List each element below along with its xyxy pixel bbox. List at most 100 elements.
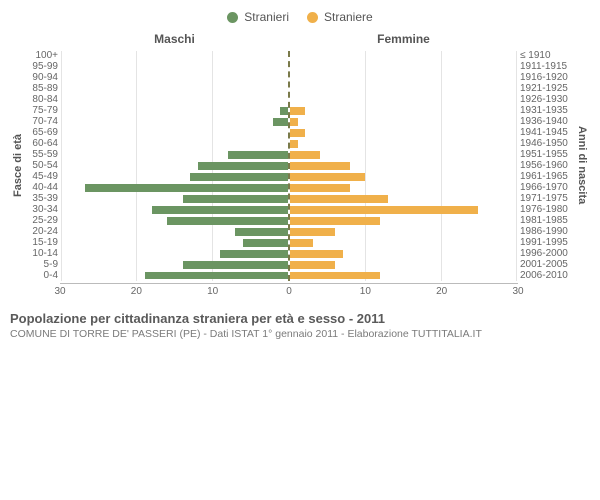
bar-female [290, 140, 298, 148]
bar-row-male [62, 259, 288, 270]
y-right-tick: 1931-1935 [520, 105, 574, 116]
bar-male [183, 261, 288, 269]
x-tick: 20 [436, 286, 447, 297]
bar-row-male [62, 51, 288, 62]
legend-item-male: Stranieri [227, 10, 289, 24]
legend-label-male: Stranieri [244, 10, 289, 24]
bar-row-female [290, 84, 516, 95]
bar-female [290, 206, 478, 214]
bar-male [190, 173, 288, 181]
bar-row-male [62, 117, 288, 128]
bar-female [290, 272, 380, 280]
y-right-tick: 1951-1955 [520, 149, 574, 160]
y-left-tick: 75-79 [26, 105, 58, 116]
bar-row-female [290, 193, 516, 204]
population-pyramid-chart: Stranieri Straniere Maschi Femmine Fasce… [10, 10, 590, 340]
y-right-axis-title: Anni di nascita [574, 50, 590, 281]
bar-row-female [290, 73, 516, 84]
bar-row-male [62, 161, 288, 172]
y-left-tick: 80-84 [26, 94, 58, 105]
bar-female [290, 217, 380, 225]
y-left-tick: 85-89 [26, 83, 58, 94]
bar-row-female [290, 139, 516, 150]
bar-row-female [290, 182, 516, 193]
bar-row-female [290, 215, 516, 226]
y-right-tick: 1991-1995 [520, 237, 574, 248]
y-left-tick: 0-4 [26, 270, 58, 281]
bar-row-female [290, 226, 516, 237]
bar-male [280, 107, 288, 115]
bar-row-female [290, 270, 516, 281]
x-tick: 10 [360, 286, 371, 297]
chart-caption: Popolazione per cittadinanza straniera p… [10, 311, 590, 326]
y-left-tick: 95-99 [26, 61, 58, 72]
bar-row-female [290, 237, 516, 248]
bar-male [167, 217, 288, 225]
legend: Stranieri Straniere [10, 10, 590, 24]
bar-row-female [290, 51, 516, 62]
y-right-tick: 2001-2005 [520, 259, 574, 270]
y-left-tick: 90-94 [26, 72, 58, 83]
bar-female [290, 195, 388, 203]
bar-row-male [62, 237, 288, 248]
legend-swatch-female [307, 12, 318, 23]
bar-row-female [290, 117, 516, 128]
bar-row-male [62, 128, 288, 139]
y-left-tick: 5-9 [26, 259, 58, 270]
bar-female [290, 151, 320, 159]
y-left-labels: 100+95-9990-9485-8980-8475-7970-7465-696… [26, 50, 62, 281]
bar-row-female [290, 259, 516, 270]
bar-female [290, 173, 365, 181]
bar-male [220, 250, 288, 258]
bar-male [228, 151, 288, 159]
bar-row-female [290, 62, 516, 73]
x-tick: 30 [512, 286, 523, 297]
bar-row-female [290, 171, 516, 182]
y-right-tick: 1916-1920 [520, 72, 574, 83]
y-left-tick: 15-19 [26, 237, 58, 248]
bar-male [273, 118, 288, 126]
bars-area [62, 50, 516, 281]
y-right-tick: 1976-1980 [520, 204, 574, 215]
y-left-tick: 70-74 [26, 116, 58, 127]
bar-row-male [62, 95, 288, 106]
y-left-tick: 40-44 [26, 182, 58, 193]
x-ticks: 3020100102030 [60, 283, 518, 297]
bar-female [290, 162, 350, 170]
bar-male [85, 184, 288, 192]
bar-row-male [62, 226, 288, 237]
bar-male [243, 239, 288, 247]
bar-female [290, 250, 343, 258]
legend-swatch-male [227, 12, 238, 23]
bars-male [62, 51, 288, 281]
bar-row-male [62, 84, 288, 95]
y-left-axis-title: Fasce di età [10, 50, 26, 281]
bar-male [183, 195, 288, 203]
bar-row-female [290, 150, 516, 161]
bar-row-male [62, 270, 288, 281]
y-right-tick: 1981-1985 [520, 215, 574, 226]
y-left-tick: 55-59 [26, 149, 58, 160]
bar-male [235, 228, 288, 236]
bar-row-male [62, 106, 288, 117]
bar-female [290, 118, 298, 126]
y-right-labels: ≤ 19101911-19151916-19201921-19251926-19… [516, 50, 574, 281]
x-tick: 30 [54, 286, 65, 297]
y-left-tick: 60-64 [26, 138, 58, 149]
y-left-tick: 25-29 [26, 215, 58, 226]
bar-female [290, 261, 335, 269]
legend-label-female: Straniere [324, 10, 373, 24]
y-right-tick: 1961-1965 [520, 171, 574, 182]
y-right-tick: 1946-1950 [520, 138, 574, 149]
y-right-tick: 1956-1960 [520, 160, 574, 171]
legend-item-female: Straniere [307, 10, 373, 24]
y-left-tick: 45-49 [26, 171, 58, 182]
bar-row-female [290, 161, 516, 172]
bar-row-female [290, 128, 516, 139]
bars-female [290, 51, 516, 281]
bar-row-male [62, 182, 288, 193]
x-tick: 0 [286, 286, 292, 297]
bar-female [290, 228, 335, 236]
y-right-tick: 1986-1990 [520, 226, 574, 237]
bar-female [290, 129, 305, 137]
